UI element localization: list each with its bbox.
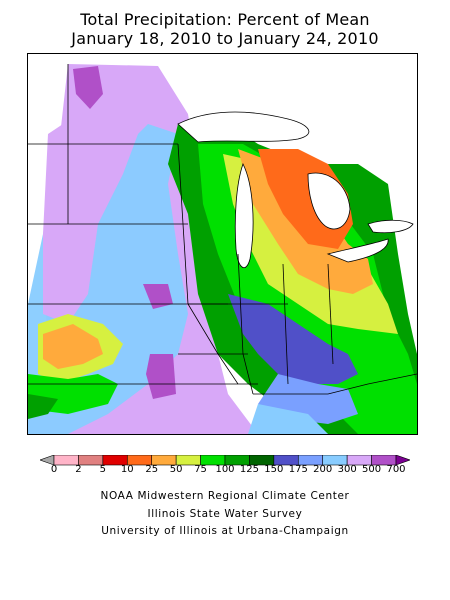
precip-region-500-700: [73, 66, 103, 109]
lake-michigan: [234, 162, 254, 269]
legend-tick-label: 50: [169, 464, 183, 475]
legend-tick-label: 200: [313, 464, 333, 475]
legend-tick-label: 500: [362, 464, 382, 475]
legend-tick-label: 125: [239, 464, 259, 475]
legend-tick-label: 10: [120, 464, 134, 475]
legend-tick-label: 75: [194, 464, 207, 475]
precip-region-175-200: [228, 294, 358, 384]
legend-color-bar: [39, 454, 411, 466]
lake-ontario: [367, 219, 414, 234]
precip-region-300-500-south: [248, 404, 328, 434]
state-boundaries: [28, 64, 417, 395]
precip-region-300-500-west: [43, 114, 138, 324]
credit-line-1: NOAA Midwestern Regional Climate Center: [100, 490, 350, 502]
legend-tick-label: 100: [215, 464, 235, 475]
credit-line-3: University of Illinois at Urbana-Champai…: [101, 525, 349, 537]
map-title: Total Precipitation: Percent of Mean: [80, 10, 370, 29]
legend-tick-label: 2: [75, 464, 82, 475]
precip-region-25-50-sw: [43, 324, 103, 369]
lake-erie: [326, 238, 389, 263]
color-legend: 0 2 5 10 25 50 75 100 125 150 175 200 300 500 700: [39, 452, 411, 482]
legend-tick-label: 25: [145, 464, 159, 475]
lake-huron: [307, 172, 351, 230]
precip-region-125-150-sw: [28, 394, 58, 419]
lake-superior: [177, 111, 310, 143]
legend-swatch-above-700: [395, 454, 411, 466]
precip-region-500-700-2: [143, 284, 173, 309]
legend-tick-label: 150: [264, 464, 284, 475]
precipitation-map: [27, 53, 418, 435]
credit-line-2: Illinois State Water Survey: [147, 508, 303, 520]
map-date-range: January 18, 2010 to January 24, 2010: [71, 29, 379, 48]
legend-tick-label: 175: [288, 464, 308, 475]
legend-tick-label: 5: [99, 464, 107, 475]
legend-tick-label: 700: [386, 464, 406, 475]
legend-tick-label: 300: [337, 464, 357, 475]
legend-tick-label: 0: [50, 464, 58, 475]
precip-region-500-700-3: [146, 354, 176, 399]
